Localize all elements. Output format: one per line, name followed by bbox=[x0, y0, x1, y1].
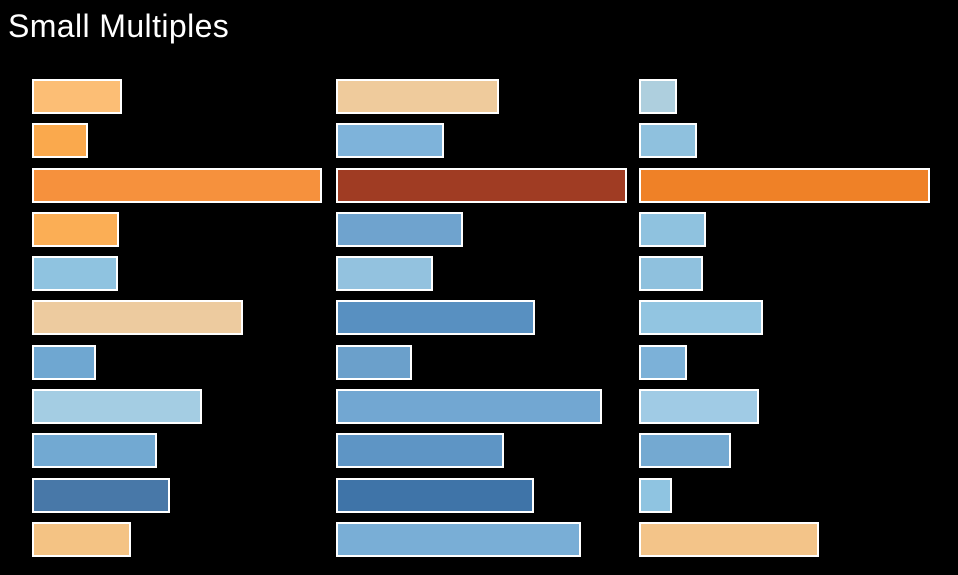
panel-1 bbox=[32, 79, 322, 557]
bar-panel1-row4[interactable] bbox=[32, 211, 119, 247]
bar-panel2-row3[interactable] bbox=[336, 167, 627, 203]
panel-3 bbox=[639, 79, 930, 557]
bar-panel2-row2[interactable] bbox=[336, 123, 444, 159]
bar-panel2-row7[interactable] bbox=[336, 344, 412, 380]
bar-panel1-row9[interactable] bbox=[32, 433, 157, 469]
panel-2 bbox=[336, 79, 627, 557]
bar-panel3-row2[interactable] bbox=[639, 123, 697, 159]
bar-panel2-row10[interactable] bbox=[336, 477, 534, 513]
bar-panel1-row1[interactable] bbox=[32, 79, 122, 114]
chart-title: Small Multiples bbox=[8, 8, 230, 44]
bar-panel2-row4[interactable] bbox=[336, 211, 463, 247]
bar-panel3-row6[interactable] bbox=[639, 300, 763, 336]
small-multiples-chart bbox=[0, 79, 958, 559]
bar-panel1-row7[interactable] bbox=[32, 344, 96, 380]
bar-panel1-row2[interactable] bbox=[32, 123, 88, 159]
bar-panel2-row9[interactable] bbox=[336, 433, 504, 469]
bar-panel3-row7[interactable] bbox=[639, 344, 687, 380]
bar-panel2-row5[interactable] bbox=[336, 256, 433, 292]
bar-panel3-row10[interactable] bbox=[639, 477, 672, 513]
bar-panel1-row6[interactable] bbox=[32, 300, 243, 336]
bar-panel1-row3[interactable] bbox=[32, 167, 322, 203]
bar-panel1-row11[interactable] bbox=[32, 521, 131, 557]
bar-panel2-row6[interactable] bbox=[336, 300, 535, 336]
bar-panel3-row3[interactable] bbox=[639, 167, 930, 203]
bar-panel2-row8[interactable] bbox=[336, 389, 602, 425]
bar-panel1-row8[interactable] bbox=[32, 389, 202, 425]
bar-panel3-row9[interactable] bbox=[639, 433, 731, 469]
bar-panel3-row8[interactable] bbox=[639, 389, 759, 425]
bar-panel1-row10[interactable] bbox=[32, 477, 170, 513]
bar-panel1-row5[interactable] bbox=[32, 256, 118, 292]
bar-panel2-row1[interactable] bbox=[336, 79, 499, 114]
bar-panel3-row11[interactable] bbox=[639, 521, 819, 557]
bar-panel3-row4[interactable] bbox=[639, 211, 706, 247]
bar-panel3-row5[interactable] bbox=[639, 256, 703, 292]
bar-panel2-row11[interactable] bbox=[336, 521, 581, 557]
bar-panel3-row1[interactable] bbox=[639, 79, 677, 114]
